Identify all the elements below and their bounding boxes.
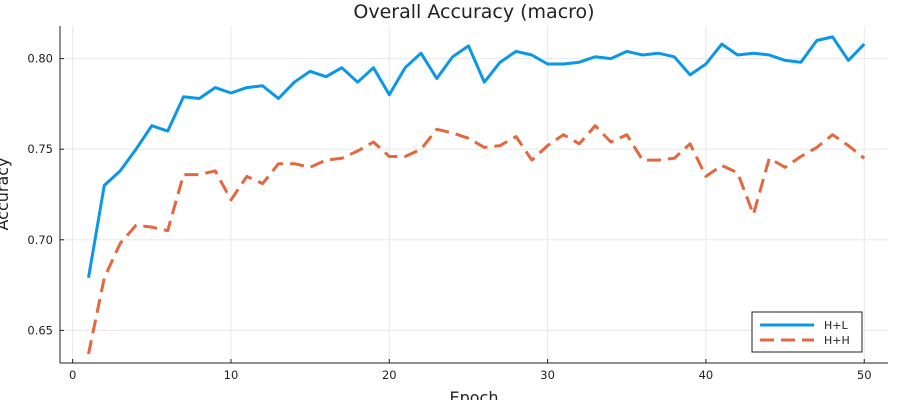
grid [60,26,888,363]
x-ticks: 0 10 20 30 40 50 [69,359,872,382]
x-tick-label: 50 [857,368,872,382]
x-tick-label: 0 [69,368,76,382]
x-axis-label: Epoch [450,388,499,400]
legend-label-hh: H+H [824,334,850,347]
y-tick-label: 0.80 [27,52,53,66]
y-tick-label: 0.70 [27,233,53,247]
series-line-hh [87,124,866,355]
x-tick-label: 30 [540,368,555,382]
chart-title: Overall Accuracy (macro) [353,1,594,23]
legend-box [751,311,863,353]
y-tick-label: 0.65 [27,323,53,337]
legend: H+L H+H [751,311,863,353]
axes [59,26,888,364]
series-lines [87,35,866,355]
y-tick-label: 0.75 [27,142,53,156]
legend-label-hl: H+L [824,319,848,332]
x-tick-label: 20 [382,368,397,382]
y-axis-label: Accuracy [0,157,12,230]
series-line-hl [87,35,866,279]
x-tick-label: 40 [699,368,714,382]
y-ticks: 0.65 0.70 0.75 0.80 [27,52,64,337]
x-tick-label: 10 [224,368,239,382]
